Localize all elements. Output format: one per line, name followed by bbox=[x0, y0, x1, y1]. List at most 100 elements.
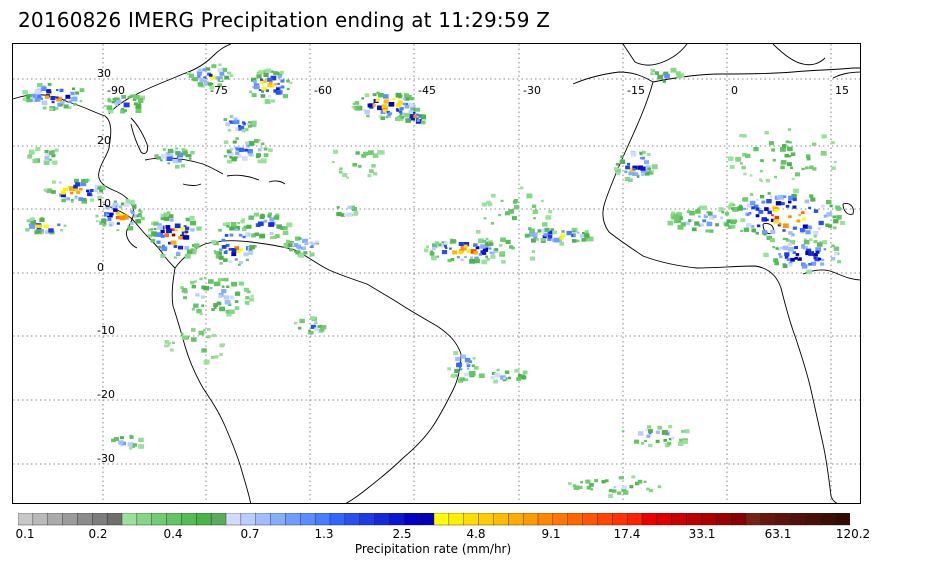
colorbar-tick-label: 4.8 bbox=[466, 527, 486, 541]
precip-cell bbox=[730, 219, 736, 225]
graticule bbox=[13, 44, 860, 503]
precip-cell bbox=[249, 125, 252, 128]
precip-cell bbox=[670, 67, 677, 73]
precip-cell bbox=[32, 159, 38, 164]
precip-cell bbox=[454, 374, 458, 377]
precip-cell bbox=[180, 226, 186, 231]
precip-cell bbox=[801, 211, 805, 215]
precip-cell bbox=[774, 215, 779, 220]
precip-cell bbox=[376, 91, 380, 95]
precip-cell bbox=[227, 128, 232, 132]
precip-cell bbox=[480, 244, 486, 249]
precip-cell bbox=[383, 99, 389, 104]
precip-cell bbox=[216, 251, 222, 256]
precip-cell bbox=[169, 218, 174, 222]
precip-cell bbox=[97, 186, 102, 190]
precip-cell bbox=[241, 129, 246, 133]
precip-cell bbox=[759, 169, 763, 173]
precip-cell bbox=[783, 195, 787, 198]
precip-cell bbox=[115, 211, 120, 215]
precip-cell bbox=[225, 249, 228, 252]
precip-cell bbox=[500, 199, 504, 202]
precip-cell bbox=[46, 91, 50, 94]
precip-cell bbox=[75, 91, 80, 95]
precip-cell bbox=[573, 485, 580, 490]
precip-cell bbox=[238, 263, 241, 266]
precip-cell bbox=[550, 228, 555, 232]
precip-cell bbox=[229, 74, 234, 77]
precip-cell bbox=[207, 328, 211, 331]
precipitation-map[interactable]: -90 -75 -60 -45 -30 -15 0 15 30 20 10 0 -10 -20 -30 bbox=[12, 43, 861, 504]
precip-cell bbox=[165, 152, 170, 156]
precip-cell bbox=[303, 251, 308, 255]
precip-cell bbox=[129, 94, 133, 97]
precip-cell bbox=[194, 243, 200, 248]
precip-cell bbox=[469, 371, 476, 376]
precip-cell bbox=[70, 91, 75, 96]
precip-cell bbox=[811, 261, 817, 266]
precip-cell bbox=[354, 101, 360, 105]
precip-cell bbox=[586, 485, 592, 490]
precip-cell bbox=[541, 228, 547, 234]
precip-cell bbox=[249, 297, 255, 302]
precip-cell bbox=[229, 115, 234, 118]
precip-cell bbox=[378, 92, 384, 98]
precip-cell bbox=[784, 153, 789, 158]
precip-cell bbox=[150, 238, 156, 243]
colorbar-swatch bbox=[166, 513, 182, 526]
precip-cell bbox=[233, 117, 238, 121]
precip-cell bbox=[243, 287, 249, 292]
precip-cell bbox=[545, 215, 552, 220]
precip-cell bbox=[162, 244, 165, 247]
precip-cell bbox=[133, 214, 138, 218]
precip-cell bbox=[810, 197, 816, 202]
precip-cell bbox=[631, 475, 636, 479]
colorbar-swatch bbox=[92, 513, 108, 526]
precip-cell bbox=[447, 258, 452, 263]
colorbar-swatch bbox=[240, 513, 257, 526]
lon-tick-label: -45 bbox=[418, 84, 436, 97]
precip-cell bbox=[244, 148, 248, 152]
precip-cell bbox=[431, 255, 437, 261]
precip-cell bbox=[133, 102, 138, 106]
precip-cell bbox=[86, 189, 90, 193]
precip-cell bbox=[201, 85, 205, 88]
precip-cell bbox=[239, 248, 243, 252]
colorbar-swatch bbox=[790, 513, 806, 526]
precip-cell bbox=[504, 377, 508, 380]
precip-cell bbox=[71, 96, 78, 102]
precip-cell bbox=[140, 216, 145, 221]
precip-cell bbox=[748, 212, 752, 215]
precip-cell bbox=[190, 151, 195, 155]
precip-cell bbox=[259, 81, 263, 84]
precip-cell bbox=[203, 276, 207, 279]
precip-cell bbox=[840, 220, 846, 225]
precip-cell bbox=[202, 68, 207, 72]
precip-cell bbox=[755, 214, 760, 218]
precip-cell bbox=[218, 228, 222, 232]
precip-cell bbox=[773, 219, 779, 224]
precip-cell bbox=[219, 306, 225, 312]
precip-cell bbox=[287, 243, 293, 247]
colorbar-swatch bbox=[18, 513, 34, 526]
precip-cell bbox=[50, 96, 56, 101]
precip-cell bbox=[409, 116, 415, 121]
precip-cell bbox=[229, 226, 235, 231]
precip-cell bbox=[78, 197, 84, 201]
precip-cell bbox=[185, 226, 190, 230]
precip-cell bbox=[43, 224, 49, 229]
precip-cell bbox=[43, 160, 50, 165]
colorbar-swatch bbox=[656, 513, 673, 526]
precip-cell bbox=[59, 101, 65, 105]
precip-cell bbox=[180, 234, 186, 240]
precip-cell bbox=[644, 171, 650, 176]
precip-cell bbox=[466, 362, 469, 365]
colorbar-tick-label: 0.7 bbox=[240, 527, 260, 541]
precip-cell bbox=[657, 74, 664, 80]
precip-cell bbox=[187, 154, 192, 158]
precip-cell bbox=[794, 256, 798, 260]
precip-cell bbox=[745, 153, 751, 158]
precip-cell bbox=[383, 109, 387, 113]
colorbar-tick-label: 0.2 bbox=[88, 527, 108, 541]
precip-cell bbox=[234, 246, 239, 250]
